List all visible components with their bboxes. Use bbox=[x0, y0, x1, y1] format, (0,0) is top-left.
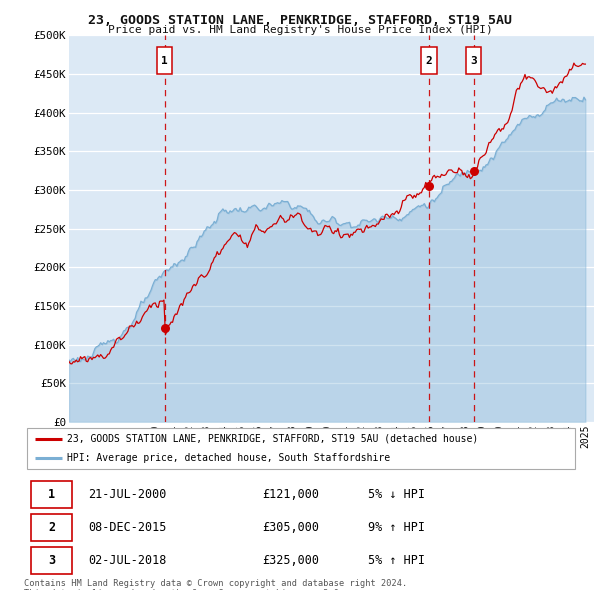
FancyBboxPatch shape bbox=[466, 47, 481, 74]
Bar bbox=[31, 514, 72, 541]
Text: HPI: Average price, detached house, South Staffordshire: HPI: Average price, detached house, Sout… bbox=[67, 453, 391, 463]
FancyBboxPatch shape bbox=[421, 47, 437, 74]
Text: Price paid vs. HM Land Registry's House Price Index (HPI): Price paid vs. HM Land Registry's House … bbox=[107, 25, 493, 35]
Text: £325,000: £325,000 bbox=[263, 554, 320, 567]
Text: 5% ↓ HPI: 5% ↓ HPI bbox=[368, 488, 425, 501]
Text: 5% ↑ HPI: 5% ↑ HPI bbox=[368, 554, 425, 567]
FancyBboxPatch shape bbox=[157, 47, 172, 74]
Text: 23, GOODS STATION LANE, PENKRIDGE, STAFFORD, ST19 5AU: 23, GOODS STATION LANE, PENKRIDGE, STAFF… bbox=[88, 14, 512, 27]
Text: 1: 1 bbox=[161, 55, 168, 65]
Text: 23, GOODS STATION LANE, PENKRIDGE, STAFFORD, ST19 5AU (detached house): 23, GOODS STATION LANE, PENKRIDGE, STAFF… bbox=[67, 434, 479, 444]
Bar bbox=[31, 547, 72, 574]
Text: 1: 1 bbox=[48, 488, 55, 501]
Text: 2: 2 bbox=[48, 521, 55, 534]
Text: 2: 2 bbox=[426, 55, 433, 65]
Text: 02-JUL-2018: 02-JUL-2018 bbox=[88, 554, 166, 567]
Text: £305,000: £305,000 bbox=[263, 521, 320, 534]
Text: Contains HM Land Registry data © Crown copyright and database right 2024.
This d: Contains HM Land Registry data © Crown c… bbox=[24, 579, 407, 590]
Text: 08-DEC-2015: 08-DEC-2015 bbox=[88, 521, 166, 534]
Text: 21-JUL-2000: 21-JUL-2000 bbox=[88, 488, 166, 501]
Text: 3: 3 bbox=[470, 55, 477, 65]
Text: £121,000: £121,000 bbox=[263, 488, 320, 501]
Text: 9% ↑ HPI: 9% ↑ HPI bbox=[368, 521, 425, 534]
Text: 3: 3 bbox=[48, 554, 55, 567]
Bar bbox=[31, 481, 72, 508]
